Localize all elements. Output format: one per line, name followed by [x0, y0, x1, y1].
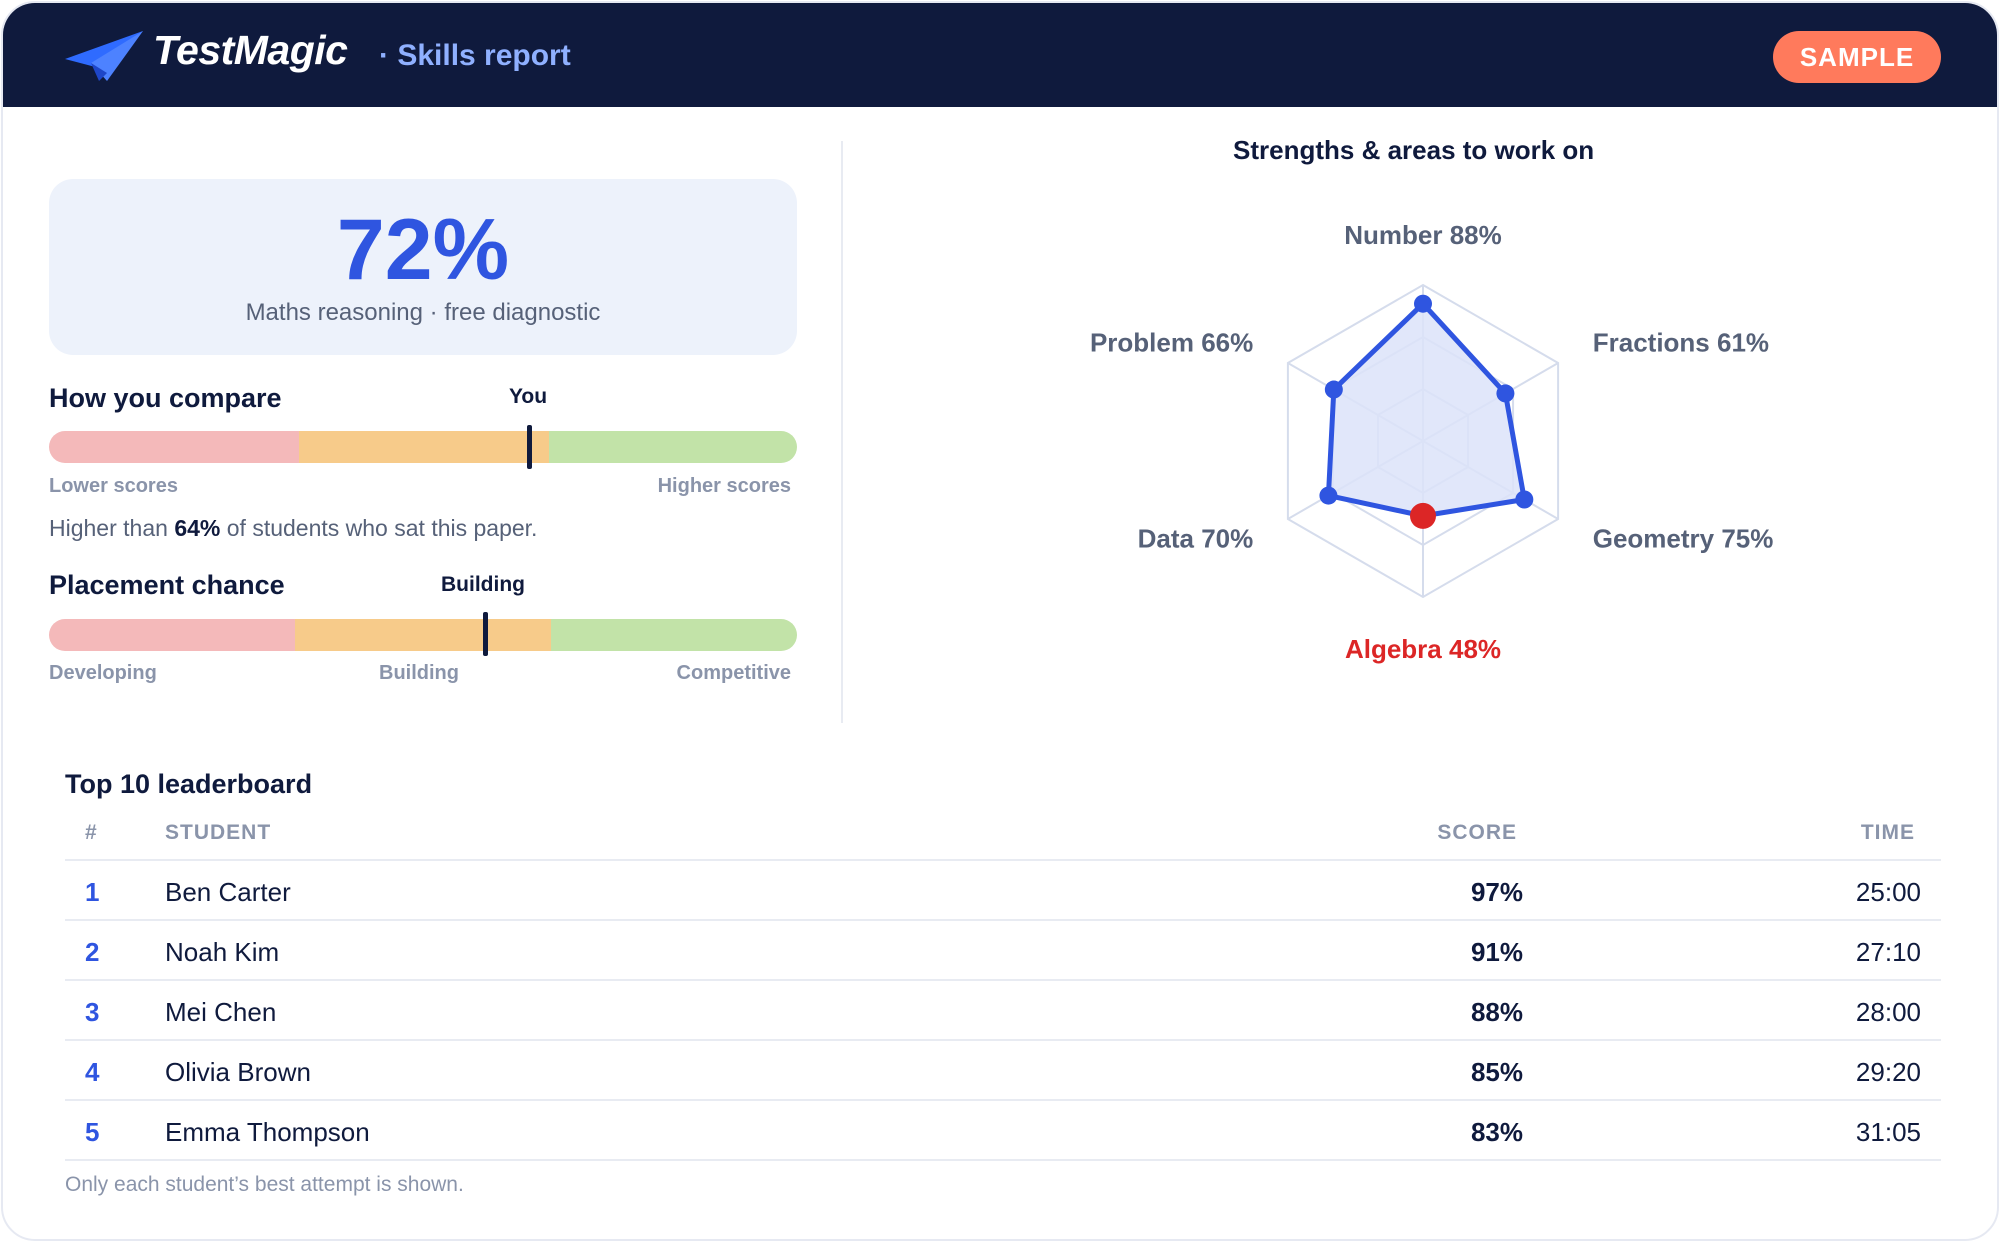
- table-row: 3 Mei Chen 88% 28:00: [65, 979, 1941, 1039]
- placement-segment-competitive: [551, 619, 797, 651]
- radar-point: [1414, 294, 1432, 313]
- radar-chart: [1286, 283, 1560, 599]
- radar-axis-label: Data 70%: [1137, 523, 1254, 554]
- row-student: Noah Kim: [165, 937, 280, 967]
- compare-segment-low: [49, 431, 299, 463]
- score-label: Maths reasoning · free diagnostic: [245, 299, 601, 326]
- placement-title: Placement chance: [49, 570, 285, 600]
- row-time: 31:05: [1855, 1117, 1921, 1147]
- row-time: 29:20: [1855, 1057, 1921, 1087]
- row-rank: 5: [85, 1117, 100, 1147]
- compare-marker: [527, 425, 532, 469]
- compare-segment-mid: [299, 431, 549, 463]
- compare-segment-high: [549, 431, 797, 463]
- row-rank: 1: [85, 877, 100, 907]
- compare-title: How you compare: [49, 383, 282, 413]
- sample-badge: SAMPLE: [1773, 31, 1941, 83]
- compare-text: Higher than 64% of students who sat this…: [49, 515, 537, 542]
- column-divider: [841, 141, 843, 723]
- compare-marker-label: You: [508, 385, 548, 408]
- row-student: Ben Carter: [165, 877, 291, 907]
- radar-point-weakest: [1410, 502, 1436, 529]
- header-rank: #: [85, 821, 98, 844]
- placement-marker: [483, 612, 488, 656]
- row-student: Emma Thompson: [165, 1117, 370, 1147]
- row-time: 28:00: [1855, 997, 1921, 1027]
- score-summary: 72% Maths reasoning · free diagnostic: [49, 179, 797, 355]
- page-subtitle: · Skills report: [379, 39, 571, 72]
- compare-right-label: Higher scores: [657, 475, 791, 497]
- radar-axis-label: Number 88%: [1344, 220, 1502, 251]
- leaderboard-title: Top 10 leaderboard: [65, 769, 313, 799]
- row-score: 83%: [1470, 1117, 1523, 1147]
- placement-segment-building: [295, 619, 551, 651]
- row-time: 27:10: [1855, 937, 1921, 967]
- row-time: 25:00: [1855, 877, 1921, 907]
- paper-plane-icon: [65, 31, 143, 81]
- placement-label-building: Building: [379, 662, 459, 684]
- radar-point: [1515, 490, 1534, 509]
- compare-text-prefix: Higher than: [49, 515, 175, 541]
- radar-axis-label: Fractions 61%: [1592, 327, 1770, 358]
- placement-label-developing: Developing: [49, 662, 157, 684]
- header-time: TIME: [1860, 821, 1915, 844]
- table-row: 5 Emma Thompson 83% 31:05: [65, 1099, 1941, 1159]
- radar-point: [1319, 486, 1338, 505]
- row-student: Mei Chen: [165, 997, 277, 1027]
- row-score: 97%: [1470, 877, 1523, 907]
- compare-bar: [49, 431, 797, 463]
- row-rank: 3: [85, 997, 100, 1027]
- table-bottom-rule: [65, 1159, 1941, 1161]
- row-score: 88%: [1470, 997, 1523, 1027]
- radar-axis-label: Problem 66%: [1089, 327, 1254, 358]
- table-row: 2 Noah Kim 91% 27:10: [65, 919, 1941, 979]
- placement-bar: [49, 619, 797, 651]
- row-rank: 2: [85, 937, 100, 967]
- top-bar: TestMagic · Skills report SAMPLE: [3, 3, 1997, 107]
- leaderboard-footnote: Only each student’s best attempt is show…: [65, 1173, 464, 1196]
- radar-point: [1324, 380, 1343, 399]
- radar-axis-label: Geometry 75%: [1592, 523, 1774, 554]
- row-rank: 4: [85, 1057, 100, 1087]
- score-value: 72%: [336, 202, 510, 298]
- table-row: 1 Ben Carter 97% 25:00: [65, 859, 1941, 919]
- header-student: STUDENT: [165, 821, 272, 844]
- placement-label-competitive: Competitive: [676, 662, 791, 684]
- placement-segment-developing: [49, 619, 295, 651]
- row-score: 91%: [1470, 937, 1523, 967]
- radar-title: Strengths & areas to work on: [1233, 135, 1595, 165]
- radar-point: [1496, 384, 1515, 403]
- table-row: 4 Olivia Brown 85% 29:20: [65, 1039, 1941, 1099]
- header-score: SCORE: [1437, 821, 1517, 844]
- compare-text-value: 64%: [174, 515, 221, 541]
- brand-name: TestMagic: [153, 27, 348, 73]
- compare-text-suffix: of students who sat this paper.: [220, 515, 538, 541]
- radar-series-area: [1325, 301, 1527, 519]
- row-student: Olivia Brown: [165, 1057, 311, 1087]
- placement-marker-label: Building: [441, 573, 525, 596]
- radar-axis-label: Algebra 48%: [1344, 633, 1502, 664]
- compare-left-label: Lower scores: [49, 475, 178, 497]
- row-score: 85%: [1470, 1057, 1523, 1087]
